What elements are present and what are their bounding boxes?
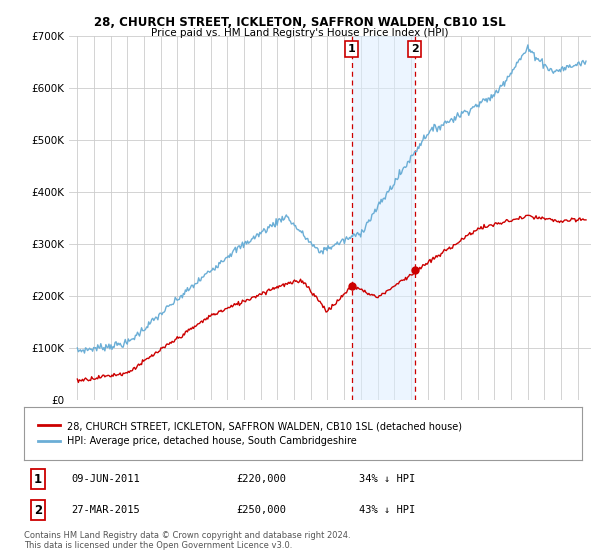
Text: 34% ↓ HPI: 34% ↓ HPI — [359, 474, 415, 484]
Text: £250,000: £250,000 — [236, 505, 286, 515]
Text: 27-MAR-2015: 27-MAR-2015 — [71, 505, 140, 515]
Legend: 28, CHURCH STREET, ICKLETON, SAFFRON WALDEN, CB10 1SL (detached house), HPI: Ave: 28, CHURCH STREET, ICKLETON, SAFFRON WAL… — [34, 417, 466, 450]
Text: 1: 1 — [347, 44, 355, 54]
Text: £220,000: £220,000 — [236, 474, 286, 484]
Text: Contains HM Land Registry data © Crown copyright and database right 2024.
This d: Contains HM Land Registry data © Crown c… — [24, 531, 350, 550]
Text: 1: 1 — [34, 473, 42, 486]
Text: 2: 2 — [34, 503, 42, 517]
Text: 43% ↓ HPI: 43% ↓ HPI — [359, 505, 415, 515]
Text: Price paid vs. HM Land Registry's House Price Index (HPI): Price paid vs. HM Land Registry's House … — [151, 28, 449, 38]
Text: 28, CHURCH STREET, ICKLETON, SAFFRON WALDEN, CB10 1SL: 28, CHURCH STREET, ICKLETON, SAFFRON WAL… — [94, 16, 506, 29]
Text: 09-JUN-2011: 09-JUN-2011 — [71, 474, 140, 484]
Text: 2: 2 — [411, 44, 419, 54]
Bar — [352, 36, 415, 400]
